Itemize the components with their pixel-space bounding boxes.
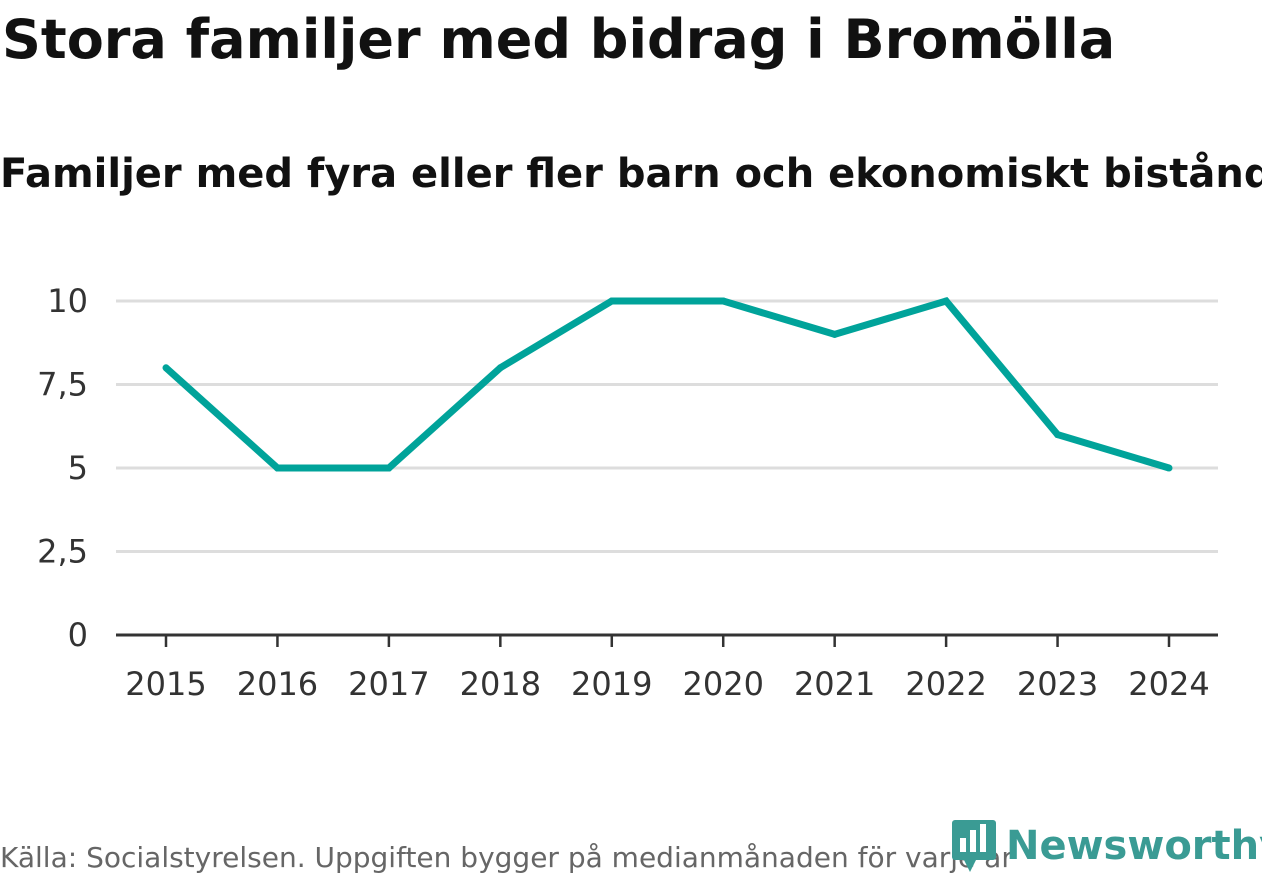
data-point bbox=[162, 364, 170, 372]
brand-name: Newsworthy bbox=[1006, 823, 1262, 869]
x-tick-label: 2024 bbox=[1128, 665, 1209, 703]
x-axis bbox=[116, 633, 1218, 647]
chart-title: Stora familjer med bidrag i Bromölla bbox=[2, 8, 1116, 71]
y-tick-label: 10 bbox=[47, 282, 88, 320]
y-tick-labels: 0 2,5 5 7,5 10 bbox=[37, 282, 88, 654]
x-tick-label: 2015 bbox=[125, 665, 206, 703]
y-tick-label: 0 bbox=[68, 616, 88, 654]
data-point bbox=[608, 297, 616, 305]
data-point bbox=[719, 297, 727, 305]
data-point bbox=[273, 464, 281, 472]
x-tick-label: 2020 bbox=[683, 665, 764, 703]
data-point bbox=[1054, 431, 1062, 439]
data-point bbox=[1165, 464, 1173, 472]
source-note: Källa: Socialstyrelsen. Uppgiften bygger… bbox=[0, 841, 1013, 874]
chart-subtitle: Familjer med fyra eller fler barn och ek… bbox=[0, 151, 1262, 197]
x-tick-labels: 2015 2016 2017 2018 2019 2020 2021 2022 2023 2024 bbox=[125, 665, 1209, 703]
series-layer bbox=[162, 296, 1173, 472]
y-tick-label: 7,5 bbox=[37, 366, 88, 404]
x-tick-label: 2019 bbox=[571, 665, 652, 703]
brand-logo[interactable]: Newsworthy bbox=[950, 816, 1262, 876]
series-line bbox=[163, 296, 1171, 472]
x-tick-label: 2016 bbox=[237, 665, 318, 703]
x-tick-label: 2022 bbox=[905, 665, 986, 703]
x-tick-label: 2017 bbox=[348, 665, 429, 703]
x-tick-label: 2018 bbox=[460, 665, 541, 703]
data-point bbox=[942, 297, 950, 305]
y-tick-label: 2,5 bbox=[37, 533, 88, 571]
x-tick-label: 2023 bbox=[1017, 665, 1098, 703]
x-tick-label: 2021 bbox=[794, 665, 875, 703]
data-point bbox=[831, 330, 839, 338]
y-tick-label: 5 bbox=[68, 449, 88, 487]
newsworthy-logo-icon bbox=[952, 820, 996, 872]
data-point bbox=[385, 464, 393, 472]
data-point bbox=[496, 364, 504, 372]
